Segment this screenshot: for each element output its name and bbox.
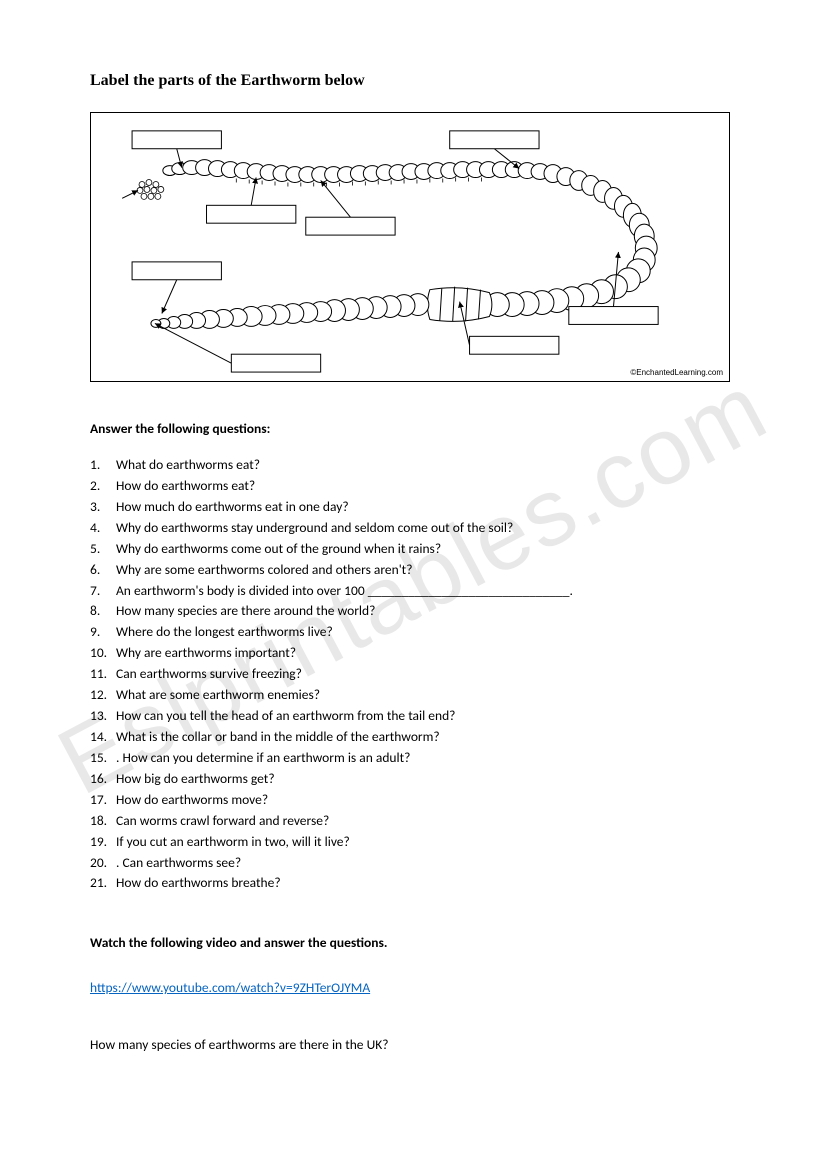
question-number: 10. bbox=[90, 643, 116, 664]
question-row: 15.. How can you determine if an earthwo… bbox=[90, 748, 736, 769]
question-text: How can you tell the head of an earthwor… bbox=[116, 706, 455, 727]
question-text: How big do earthworms get? bbox=[116, 769, 275, 790]
question-row: 10.Why are earthworms important? bbox=[90, 643, 736, 664]
question-number: 1. bbox=[90, 455, 116, 476]
question-text: How do earthworms breathe? bbox=[116, 873, 281, 894]
question-row: 19. If you cut an earthworm in two, will… bbox=[90, 832, 736, 853]
question-text: An earthworm's body is divided into over… bbox=[116, 581, 573, 602]
question-text: Why are some earthworms colored and othe… bbox=[116, 560, 412, 581]
question-text: What do earthworms eat? bbox=[116, 455, 260, 476]
question-text: How many species are there around the wo… bbox=[116, 601, 375, 622]
question-number: 2. bbox=[90, 476, 116, 497]
page-title: Label the parts of the Earthworm below bbox=[90, 72, 736, 90]
question-row: 3.How much do earthworms eat in one day? bbox=[90, 497, 736, 518]
diagram-credit: ©EnchantedLearning.com bbox=[630, 368, 723, 377]
question-row: 16. How big do earthworms get? bbox=[90, 769, 736, 790]
final-question: How many species of earthworms are there… bbox=[90, 1036, 736, 1053]
question-text: . How can you determine if an earthworm … bbox=[116, 748, 410, 769]
question-row: 13.How can you tell the head of an earth… bbox=[90, 706, 736, 727]
question-number: 7. bbox=[90, 581, 116, 602]
question-number: 3. bbox=[90, 497, 116, 518]
question-row: 5.Why do earthworms come out of the grou… bbox=[90, 539, 736, 560]
question-number: 5. bbox=[90, 539, 116, 560]
question-number: 8. bbox=[90, 601, 116, 622]
question-text: Why do earthworms come out of the ground… bbox=[116, 539, 441, 560]
question-number: 16. bbox=[90, 769, 116, 790]
question-row: 6.Why are some earthworms colored and ot… bbox=[90, 560, 736, 581]
question-number: 11. bbox=[90, 664, 116, 685]
question-row: 4.Why do earthworms stay underground and… bbox=[90, 518, 736, 539]
earthworm-svg bbox=[91, 113, 729, 381]
question-number: 14. bbox=[90, 727, 116, 748]
question-number: 17. bbox=[90, 790, 116, 811]
question-text: Why do earthworms stay underground and s… bbox=[116, 518, 513, 539]
question-text: . Can earthworms see? bbox=[116, 853, 241, 874]
question-row: 7.An earthworm's body is divided into ov… bbox=[90, 581, 736, 602]
question-number: 13. bbox=[90, 706, 116, 727]
question-text: How do earthworms eat? bbox=[116, 476, 255, 497]
question-text: Why are earthworms important? bbox=[116, 643, 296, 664]
question-row: 2.How do earthworms eat? bbox=[90, 476, 736, 497]
question-text: How do earthworms move? bbox=[116, 790, 268, 811]
question-number: 20. bbox=[90, 853, 116, 874]
question-row: 8.How many species are there around the … bbox=[90, 601, 736, 622]
question-number: 6. bbox=[90, 560, 116, 581]
question-number: 9. bbox=[90, 622, 116, 643]
question-row: 9.Where do the longest earthworms live? bbox=[90, 622, 736, 643]
question-number: 12. bbox=[90, 685, 116, 706]
question-text: What is the collar or band in the middle… bbox=[116, 727, 440, 748]
question-row: 21.How do earthworms breathe? bbox=[90, 873, 736, 894]
question-number: 4. bbox=[90, 518, 116, 539]
question-text: Where do the longest earthworms live? bbox=[116, 622, 333, 643]
question-row: 20.. Can earthworms see? bbox=[90, 853, 736, 874]
question-row: 14. What is the collar or band in the mi… bbox=[90, 727, 736, 748]
video-link[interactable]: https://www.youtube.com/watch?v=9ZHTerOJ… bbox=[90, 979, 736, 996]
earthworm-diagram: ©EnchantedLearning.com bbox=[90, 112, 730, 382]
question-row: 11.Can earthworms survive freezing? bbox=[90, 664, 736, 685]
question-text: Can worms crawl forward and reverse? bbox=[116, 811, 329, 832]
video-section-header: Watch the following video and answer the… bbox=[90, 934, 736, 951]
question-text: If you cut an earthworm in two, will it … bbox=[116, 832, 350, 853]
question-row: 18.Can worms crawl forward and reverse? bbox=[90, 811, 736, 832]
questions-header: Answer the following questions: bbox=[90, 420, 736, 437]
question-row: 17.How do earthworms move? bbox=[90, 790, 736, 811]
question-number: 21. bbox=[90, 873, 116, 894]
question-row: 12.What are some earthworm enemies? bbox=[90, 685, 736, 706]
question-text: Can earthworms survive freezing? bbox=[116, 664, 302, 685]
question-text: What are some earthworm enemies? bbox=[116, 685, 320, 706]
question-row: 1.What do earthworms eat? bbox=[90, 455, 736, 476]
question-number: 18. bbox=[90, 811, 116, 832]
question-number: 15. bbox=[90, 748, 116, 769]
question-text: How much do earthworms eat in one day? bbox=[116, 497, 349, 518]
question-number: 19. bbox=[90, 832, 116, 853]
question-list: 1.What do earthworms eat?2.How do earthw… bbox=[90, 455, 736, 894]
